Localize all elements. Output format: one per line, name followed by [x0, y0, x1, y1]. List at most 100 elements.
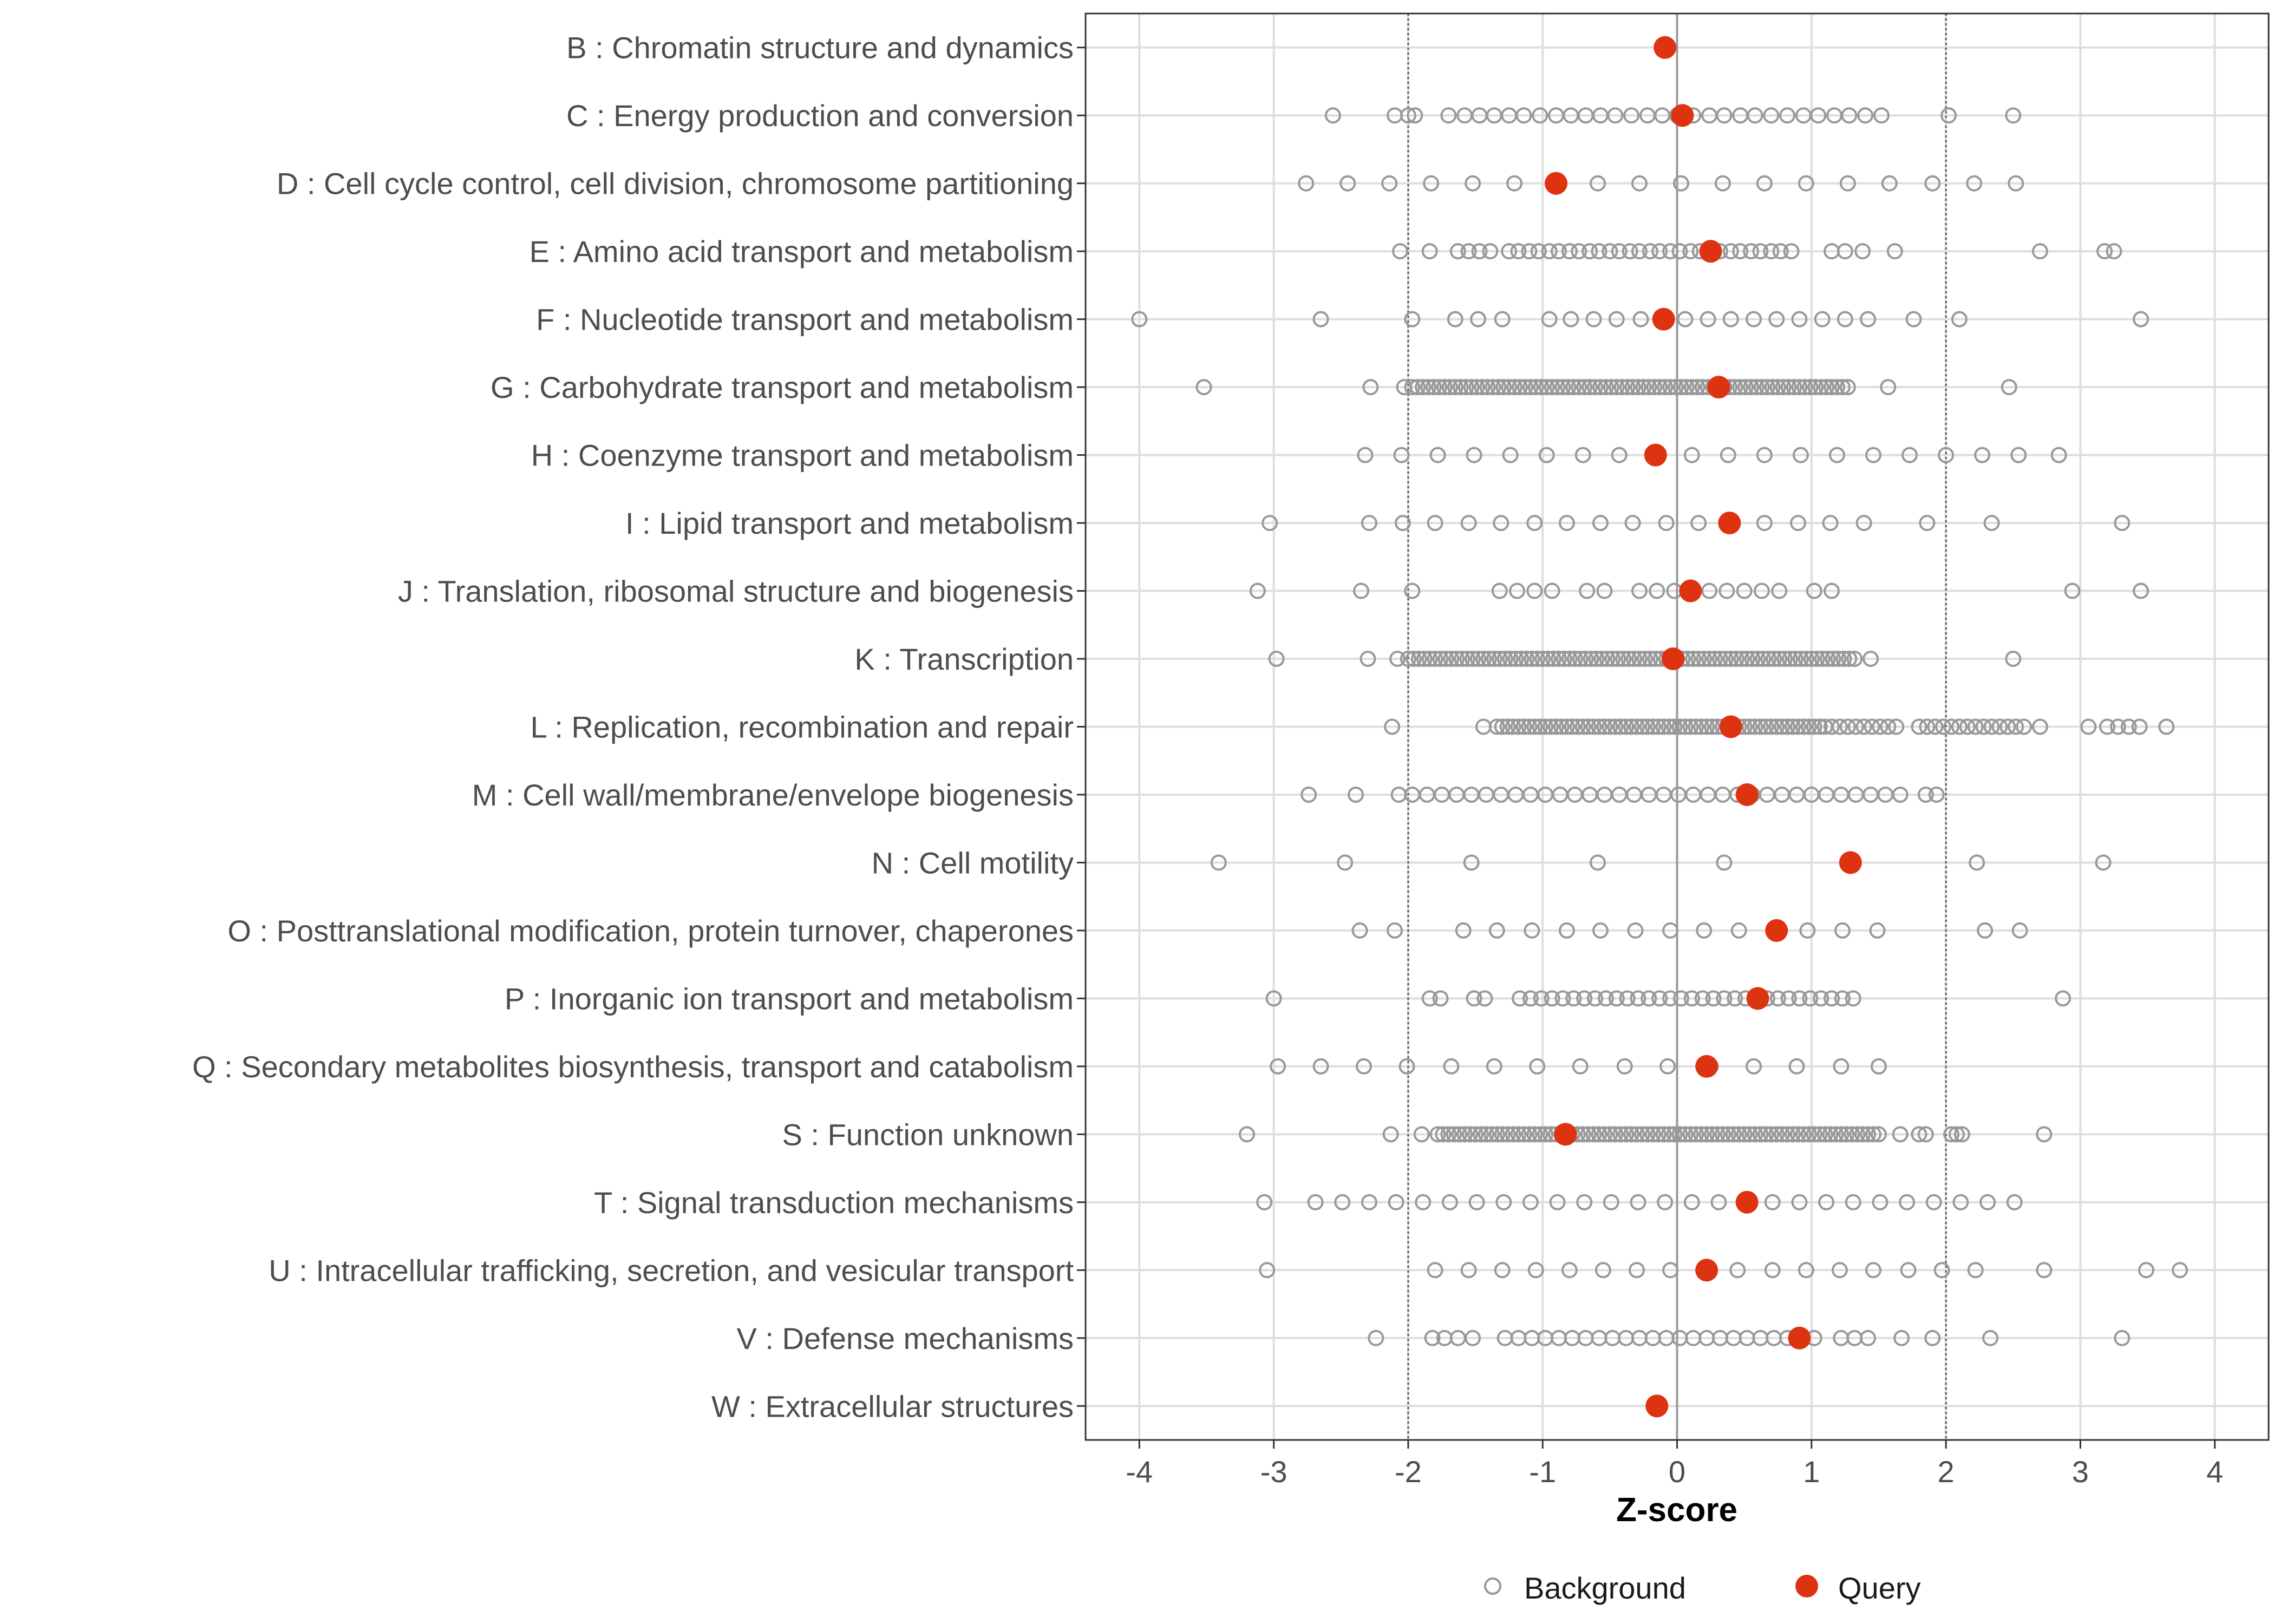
background-point: [1855, 515, 1872, 532]
background-point: [1505, 1126, 1521, 1143]
background-point: [1429, 447, 1446, 463]
background-point: [1571, 243, 1587, 260]
background-point: [2133, 311, 2149, 328]
background-point: [1530, 243, 1547, 260]
background-point: [1763, 243, 1780, 260]
background-point: [1490, 379, 1507, 396]
background-point: [1529, 651, 1546, 667]
background-point: [1807, 379, 1824, 396]
background-point: [1596, 718, 1613, 735]
background-point: [1596, 1126, 1613, 1143]
background-point: [1591, 718, 1608, 735]
background-point: [1494, 1126, 1511, 1143]
background-point: [2010, 447, 2027, 463]
background-point: [1791, 990, 1808, 1007]
background-point: [1381, 175, 1398, 192]
background-point: [2008, 175, 2024, 192]
background-point: [2031, 718, 2048, 735]
background-point: [1864, 718, 1880, 735]
background-point: [1384, 718, 1401, 735]
background-point: [1449, 243, 1466, 260]
background-point: [1540, 651, 1557, 667]
category-label: M : Cell wall/membrane/envelope biogenes…: [472, 778, 1074, 812]
background-point: [1789, 1126, 1806, 1143]
background-point: [1845, 1194, 1861, 1210]
x-tick-label: 1: [1803, 1455, 1820, 1489]
background-point: [1763, 107, 1780, 124]
background-point: [1779, 107, 1796, 124]
background-point: [1587, 990, 1604, 1007]
background-point: [2109, 718, 2126, 735]
background-point: [1529, 1058, 1546, 1075]
query-point: [1662, 647, 1685, 671]
background-point: [1693, 718, 1710, 735]
background-point: [1880, 718, 1897, 735]
query-point: [1671, 104, 1694, 127]
background-point: [1565, 990, 1582, 1007]
background-point: [1541, 243, 1558, 260]
background-point: [1824, 582, 1840, 599]
background-point: [1933, 1262, 1950, 1279]
background-point: [1718, 582, 1735, 599]
background-point: [1650, 1126, 1667, 1143]
background-point: [1210, 854, 1227, 871]
background-point: [1760, 651, 1777, 667]
background-point: [1657, 1194, 1674, 1210]
background-point: [1800, 718, 1817, 735]
background-point: [1521, 718, 1538, 735]
background-point: [2005, 651, 2022, 667]
background-point: [1816, 1126, 1833, 1143]
background-point: [1554, 379, 1571, 396]
background-point: [1924, 1330, 1941, 1346]
background-point: [1779, 1126, 1796, 1143]
background-point: [1518, 651, 1535, 667]
background-point: [1701, 651, 1718, 667]
background-point: [1362, 379, 1379, 396]
background-point: [1700, 311, 1716, 328]
background-point: [1747, 107, 1763, 124]
background-point: [1651, 990, 1668, 1007]
background-point: [1701, 582, 1718, 599]
background-point: [1677, 311, 1694, 328]
background-point: [1593, 651, 1610, 667]
background-point: [1543, 718, 1559, 735]
background-point: [1733, 651, 1750, 667]
background-point: [1975, 718, 1992, 735]
background-point: [1739, 651, 1755, 667]
background-point: [1265, 990, 1282, 1007]
background-point: [1865, 447, 1882, 463]
background-point: [1951, 718, 1968, 735]
background-point: [1967, 1262, 1984, 1279]
background-point: [1510, 1126, 1527, 1143]
background-point: [1591, 243, 1608, 260]
query-point: [1765, 919, 1788, 942]
background-point: [1824, 718, 1840, 735]
background-point: [1766, 651, 1782, 667]
background-point: [1771, 582, 1788, 599]
background-point: [1497, 651, 1513, 667]
background-point: [1714, 175, 1731, 192]
background-point: [1415, 1194, 1432, 1210]
background-point: [1873, 107, 1890, 124]
background-point: [1847, 718, 1864, 735]
background-point: [1463, 379, 1480, 396]
background-point: [1360, 651, 1376, 667]
background-point: [1824, 379, 1840, 396]
background-point: [1919, 515, 1936, 532]
background-point: [1591, 1126, 1608, 1143]
background-point: [1541, 311, 1558, 328]
background-point: [1592, 515, 1609, 532]
background-point: [1720, 1126, 1736, 1143]
background-point: [1476, 990, 1493, 1007]
background-point: [1446, 1126, 1462, 1143]
background-point: [1683, 990, 1700, 1007]
background-point: [1607, 718, 1624, 735]
category-label: U : Intracellular trafficking, secretion…: [269, 1253, 1074, 1287]
query-point: [1645, 1394, 1669, 1418]
background-point: [1698, 718, 1715, 735]
background-point: [1744, 651, 1761, 667]
background-point: [1499, 718, 1516, 735]
background-point: [1558, 515, 1575, 532]
background-point: [1855, 718, 1872, 735]
